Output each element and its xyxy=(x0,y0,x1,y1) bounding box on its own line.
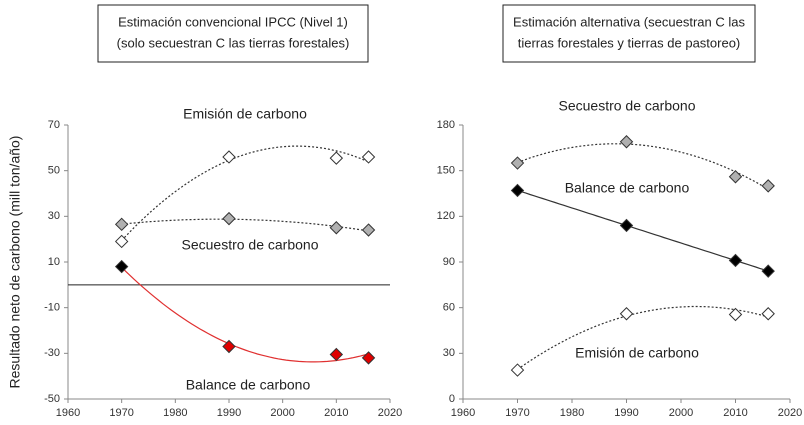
x-tick-label: 2010 xyxy=(324,407,348,419)
title-box xyxy=(502,4,756,63)
data-point xyxy=(761,179,775,193)
trend-line xyxy=(121,218,369,232)
data-point xyxy=(329,347,344,362)
y-tick-label: 60 xyxy=(443,302,455,314)
data-point xyxy=(728,253,743,268)
series-label: Emisión de carbono xyxy=(575,345,699,361)
data-point xyxy=(222,211,236,226)
data-point xyxy=(114,217,129,232)
y-tick-label: 90 xyxy=(443,256,455,268)
data-point xyxy=(761,264,775,278)
x-tick-label: 1960 xyxy=(451,407,475,419)
y-tick-label: 120 xyxy=(437,210,455,222)
y-tick-label: 180 xyxy=(437,119,455,131)
x-tick-label: 1970 xyxy=(505,407,529,419)
x-tick-label: 2000 xyxy=(270,407,294,419)
data-point xyxy=(619,307,634,321)
data-point xyxy=(728,170,743,184)
series-label: Balance de carbono xyxy=(186,377,311,393)
y-tick-label: 70 xyxy=(48,119,60,131)
chart-title: Estimación convencional IPCC (Nivel 1) xyxy=(118,14,348,29)
trend-line xyxy=(517,305,769,370)
x-tick-label: 2000 xyxy=(669,407,693,419)
y-tick-label: -50 xyxy=(44,393,60,405)
series-label: Secuestro de carbono xyxy=(559,98,696,114)
y-tick-label: 30 xyxy=(443,347,455,359)
y-tick-label: -10 xyxy=(44,302,60,314)
x-tick-label: 1990 xyxy=(217,407,241,419)
x-tick-label: 1990 xyxy=(614,407,638,419)
data-point xyxy=(329,221,344,235)
data-point xyxy=(361,150,376,164)
y-tick-label: 50 xyxy=(48,165,60,177)
data-point xyxy=(510,156,525,170)
y-tick-label: -30 xyxy=(44,347,60,359)
data-point xyxy=(114,259,129,274)
data-point xyxy=(510,183,525,198)
data-point xyxy=(728,307,743,322)
chart-title: (solo secuestran C las tierras forestale… xyxy=(117,35,350,50)
x-tick-label: 1960 xyxy=(56,407,80,419)
x-tick-label: 2020 xyxy=(778,407,802,419)
trend-line xyxy=(517,189,769,272)
y-tick-label: 10 xyxy=(48,256,60,268)
data-point xyxy=(222,150,236,164)
y-tick-label: 30 xyxy=(48,210,60,222)
series-label: Emisión de carbono xyxy=(183,106,307,122)
y-tick-label: 150 xyxy=(437,165,455,177)
y-tick-label: 0 xyxy=(449,393,455,405)
trend-line xyxy=(121,145,369,241)
x-tick-label: 1970 xyxy=(109,407,133,419)
chart-title: Estimación alternativa (secuestran C las xyxy=(513,14,745,29)
data-point xyxy=(114,234,129,249)
x-tick-label: 1980 xyxy=(560,407,584,419)
data-point xyxy=(222,339,236,354)
data-point xyxy=(510,363,525,377)
x-tick-label: 2020 xyxy=(378,407,402,419)
data-point xyxy=(361,351,376,365)
data-point xyxy=(619,135,634,149)
x-tick-label: 2010 xyxy=(723,407,747,419)
y-axis-label: Resultado neto de carbono (mill ton/año) xyxy=(7,136,23,389)
title-box xyxy=(97,4,369,63)
series-label: Secuestro de carbono xyxy=(182,237,319,253)
x-tick-label: 1980 xyxy=(163,407,187,419)
series-label: Balance de carbono xyxy=(565,180,690,196)
data-point xyxy=(619,218,634,233)
data-point xyxy=(329,151,344,165)
trend-line xyxy=(121,266,369,363)
data-point xyxy=(761,307,775,321)
data-point xyxy=(361,223,376,237)
chart-title: tierras forestales y tierras de pastoreo… xyxy=(518,35,741,50)
